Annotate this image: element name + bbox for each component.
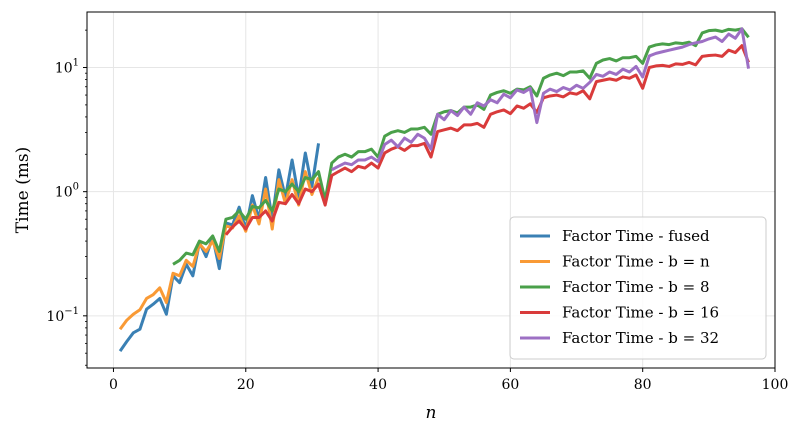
legend-box <box>509 216 767 360</box>
legend-label: Factor Time - b = 32 <box>562 329 719 347</box>
x-tick-label: 40 <box>369 377 387 393</box>
y-tick-label: 10−1 <box>46 306 79 325</box>
x-tick-label: 0 <box>109 377 118 393</box>
legend-label: Factor Time - b = 8 <box>562 278 710 296</box>
x-tick-label: 80 <box>634 377 652 393</box>
y-tick-label: 101 <box>55 58 79 77</box>
y-tick-exponent: 0 <box>73 182 79 193</box>
x-tick-label: 60 <box>501 377 519 393</box>
legend-label: Factor Time - b = n <box>562 253 710 271</box>
series-line-4 <box>331 27 751 172</box>
y-tick-base: 10 <box>55 61 73 77</box>
y-tick-exponent: −1 <box>64 306 79 317</box>
y-tick-base: 10 <box>55 185 73 201</box>
y-tick-exponent: 1 <box>73 58 79 69</box>
y-tick-base: 10 <box>46 309 64 325</box>
x-axis-ticks: 0 20 40 60 80 100 <box>109 368 788 393</box>
series-line-3 <box>224 44 750 236</box>
legend: Factor Time - fused Factor Time - b = n Fa… <box>509 216 767 360</box>
y-tick-label: 100 <box>55 182 79 201</box>
series-line-0 <box>118 143 321 352</box>
legend-label: Factor Time - fused <box>562 227 710 245</box>
x-tick-label: 100 <box>762 377 789 393</box>
x-axis-label: n <box>426 403 437 423</box>
plot-frame <box>86 11 776 369</box>
y-axis-label: Time (ms) <box>13 147 33 233</box>
legend-label: Factor Time - b = 16 <box>562 304 719 322</box>
series-lines <box>118 27 751 352</box>
x-tick-label: 20 <box>237 377 255 393</box>
